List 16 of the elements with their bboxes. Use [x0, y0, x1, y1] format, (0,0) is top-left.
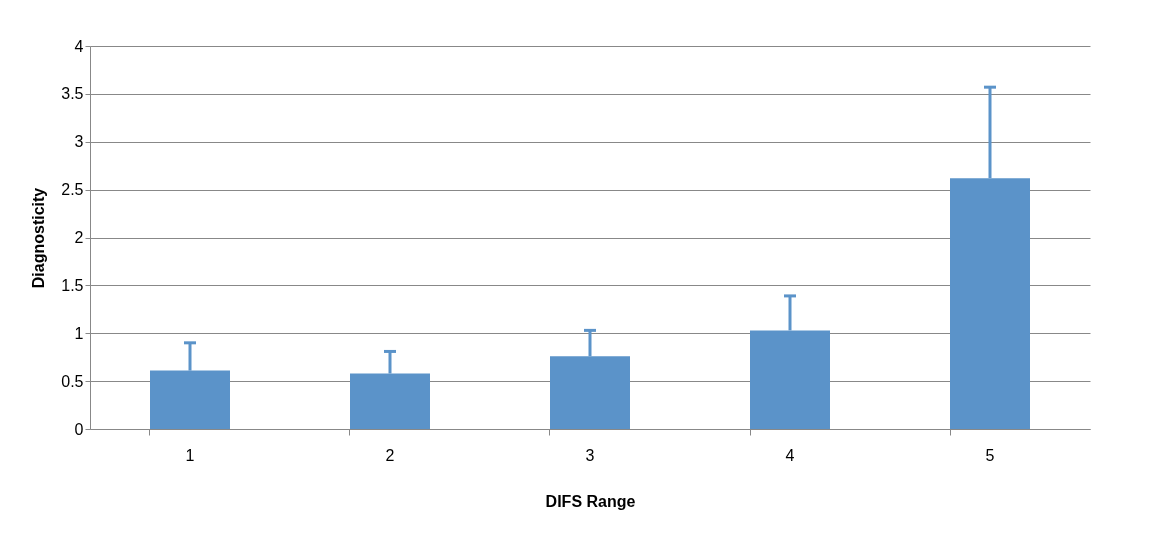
- y-tick-label: 1.5: [61, 276, 84, 294]
- y-tick-label: 1: [74, 324, 84, 342]
- y-tick-label: 2.5: [61, 181, 84, 199]
- x-tick-label: 2: [385, 446, 395, 464]
- x-tick-label: 3: [585, 446, 595, 464]
- y-axis-title: Diagnosticity: [30, 187, 48, 289]
- y-tick-label: 2: [74, 229, 84, 246]
- x-tick-label: 1: [185, 446, 195, 464]
- y-tick-label: 3: [74, 133, 84, 151]
- x-tick-label: 5: [985, 446, 995, 464]
- x-tick-label: 4: [785, 446, 795, 464]
- y-tick-label: 3.5: [61, 85, 84, 103]
- y-tick-label: 0: [74, 420, 84, 438]
- y-tick-label: 0.5: [61, 372, 84, 390]
- y-tick-label: 4: [74, 37, 84, 55]
- x-axis-title: DIFS Range: [545, 492, 636, 510]
